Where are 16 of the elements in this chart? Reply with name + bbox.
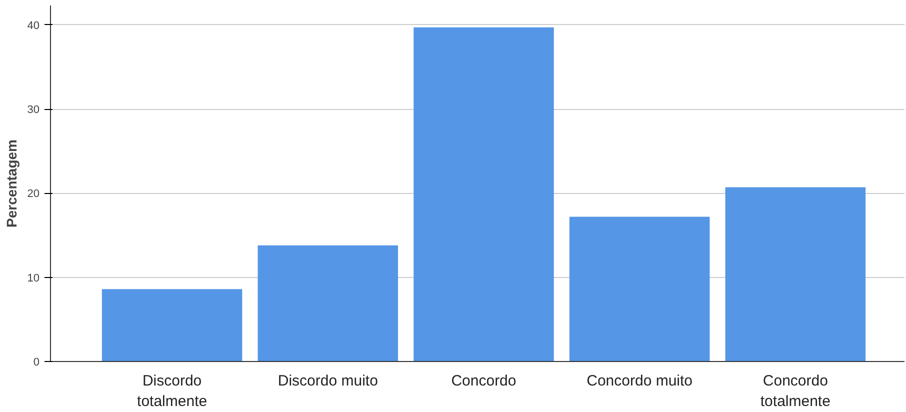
- y-tick-label: 30: [27, 104, 40, 116]
- y-tick-label: 10: [27, 272, 40, 284]
- bar: [102, 289, 242, 362]
- x-tick-label: Concordo: [451, 372, 516, 390]
- x-tick-label: Discordo totalmente: [137, 372, 208, 410]
- x-tick-label: Discordo muito: [278, 372, 378, 390]
- x-tick-label: Concordo totalmente: [760, 372, 830, 410]
- y-tick-label: 0: [33, 356, 40, 368]
- bar: [258, 245, 398, 362]
- y-tick-label: 40: [27, 20, 40, 32]
- bar: [725, 187, 866, 362]
- y-tick-label: 20: [27, 188, 40, 200]
- y-axis-title: Percentagem: [3, 140, 20, 228]
- x-tick-label: Concordo muito: [586, 372, 693, 390]
- bar: [569, 216, 710, 362]
- bar: [414, 27, 554, 362]
